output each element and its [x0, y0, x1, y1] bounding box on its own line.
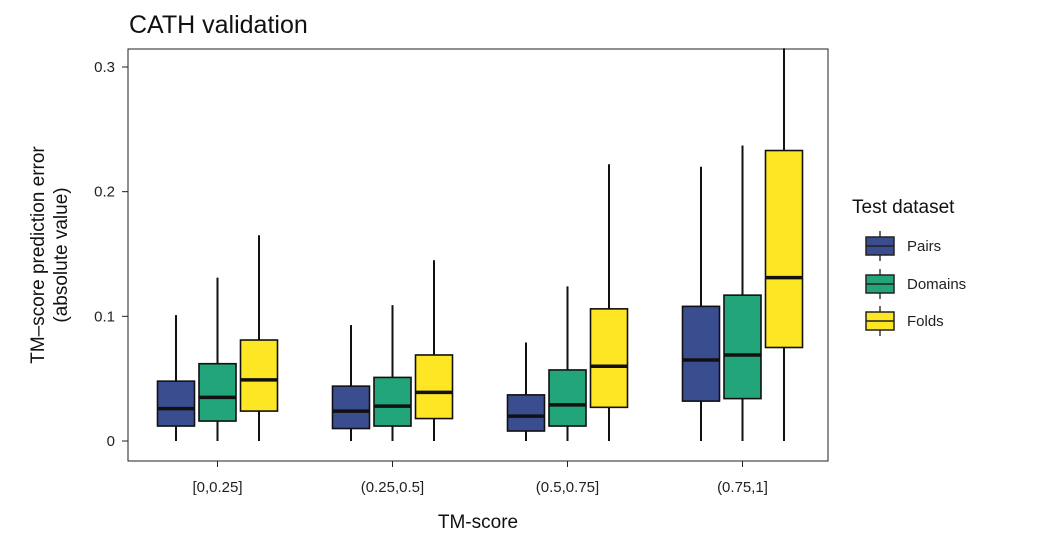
- box-domains-1: [198, 277, 237, 441]
- legend-label-pairs: Pairs: [907, 238, 941, 255]
- box-iqr: [723, 294, 762, 400]
- box-iqr: [764, 149, 804, 349]
- x-tick-label: [0,0.25]: [192, 479, 242, 496]
- y-axis-label-line-2: (absolute value): [51, 187, 72, 322]
- x-tick-label: (0.5,0.75]: [536, 479, 599, 496]
- legend: Test dataset Pairs Domains Folds: [852, 197, 966, 336]
- box-domains-4: [723, 145, 762, 441]
- x-tick-label: (0.25,0.5]: [361, 479, 424, 496]
- legend-key-pairs: [865, 231, 895, 261]
- legend-label-domains: Domains: [907, 276, 966, 293]
- y-axis-label: TM–score prediction error (absolute valu…: [28, 146, 72, 364]
- box-folds-1: [239, 235, 279, 441]
- legend-key-folds: [865, 306, 895, 336]
- box-pairs-4: [681, 166, 721, 441]
- box-iqr: [156, 380, 196, 427]
- box-folds-2: [414, 260, 454, 441]
- y-tick-label: 0.2: [94, 184, 115, 201]
- box-pairs-2: [331, 325, 371, 441]
- box-iqr: [373, 376, 412, 427]
- box-domains-3: [548, 286, 587, 441]
- box-folds-3: [589, 164, 629, 441]
- box-pairs-3: [506, 342, 546, 441]
- box-iqr: [239, 339, 279, 412]
- y-tick-label: 0.3: [94, 59, 115, 76]
- box-iqr: [506, 394, 546, 432]
- x-axis-label: TM-score: [438, 512, 518, 533]
- box-iqr: [331, 385, 371, 430]
- y-axis-label-line-1: TM–score prediction error: [28, 146, 49, 364]
- box-groups: [156, 48, 804, 441]
- box-iqr: [548, 369, 587, 427]
- legend-label-folds: Folds: [907, 313, 944, 330]
- box-iqr: [198, 362, 237, 422]
- legend-title: Test dataset: [852, 197, 955, 218]
- x-axis: [0,0.25] (0.25,0.5] (0.5,0.75] (0.75,1]: [192, 461, 768, 496]
- box-folds-4: [764, 48, 804, 441]
- legend-key-domains: [865, 269, 895, 299]
- box-pairs-1: [156, 315, 196, 441]
- box-iqr: [589, 308, 629, 409]
- y-tick-label: 0.1: [94, 308, 115, 325]
- chart-title: CATH validation: [129, 11, 308, 39]
- y-axis: 0 0.1 0.2 0.3: [94, 59, 128, 450]
- box-domains-2: [373, 305, 412, 441]
- box-iqr: [681, 305, 721, 402]
- x-tick-label: (0.75,1]: [717, 479, 768, 496]
- box-iqr: [414, 354, 454, 420]
- y-tick-label: 0: [107, 433, 115, 450]
